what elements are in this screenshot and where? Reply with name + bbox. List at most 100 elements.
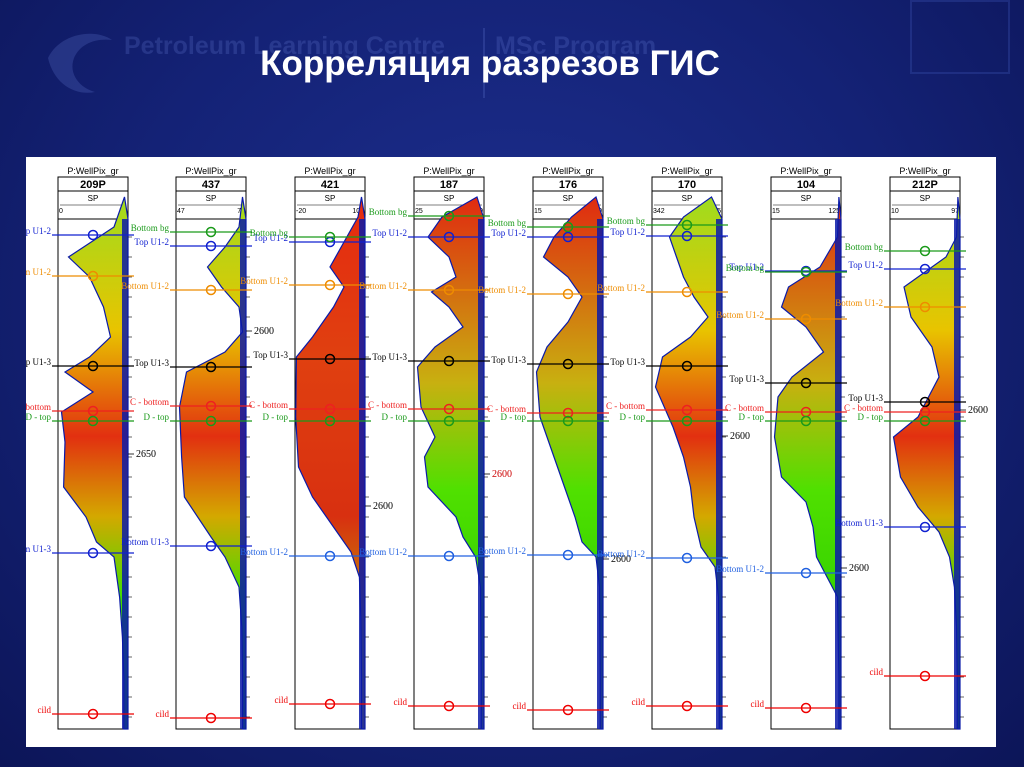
depth-label: 2600 [254,326,274,337]
marker-circle [681,415,693,427]
marker-bottom-bg: Bottom bg [369,207,490,222]
marker-label: cild [275,695,289,705]
well-name: 104 [797,179,816,191]
depth-label: 2600 [611,554,631,565]
marker-label: Bottom U1-2 [478,285,526,295]
marker-label: C - bottom [130,397,169,407]
marker-circle [205,400,217,412]
marker-cild: cild [38,705,134,720]
marker-label: C - bottom [487,404,526,414]
marker-circle [87,708,99,720]
marker-circle [681,700,693,712]
curve-name: SP [206,194,217,203]
marker-c-bottom: C - bottom [368,400,490,415]
well-header: P:WellPix_gr437SP4777 [175,166,247,220]
marker-circle [87,360,99,372]
scale-min: -20 [296,208,306,215]
well-header: P:WellPix_gr 421 SP -20 103 [294,166,366,220]
marker-bottom-u1-2-blue: Bottom U1-2 [359,547,490,562]
marker-bottom-bg: Bottom bg [607,216,728,231]
marker-circle [800,266,812,278]
well-header: P:WellPix_gr 104 SP 15 125 [770,166,842,220]
scale-max: 97 [951,208,959,215]
marker-d-top: D - top [382,412,490,427]
marker-circle [87,405,99,417]
scale-min: 47 [177,208,185,215]
log-baseline-strip [597,219,603,729]
marker-circle [324,698,336,710]
marker-label: Bottom U1-3 [121,537,169,547]
marker-label: Bottom U1-2 [716,564,764,574]
marker-label: Bottom bg [845,242,884,252]
curve-name: SP [563,194,574,203]
marker-label: Top U1-2 [848,260,883,270]
marker-circle [681,286,693,298]
marker-cild: cild [870,667,966,682]
marker-top-u1-3: Top U1-3 [729,374,847,389]
marker-circle [681,404,693,416]
marker-label: Top U1-3 [491,355,526,365]
well-header: P:WellPix_gr170SP342455 [651,166,723,220]
marker-label: Bottom U1-2 [597,283,645,293]
marker-label: D - top [263,412,289,422]
marker-label: cild [156,709,170,719]
marker-top-u1-2: Top U1-2 [491,228,609,243]
marker-label: Bottom U1-2 [240,547,288,557]
well-name: 176 [559,179,577,191]
well-header-box [175,176,247,220]
marker-circle [205,415,217,427]
marker-top-u1-3: Top U1-3 [134,358,252,373]
depth-label: 2650 [136,449,156,460]
logo-brand-text: Petroleum Learning Centre [124,32,445,60]
marker-circle [800,313,812,325]
well-name: 209P [80,179,106,191]
marker-d-top: D - top [620,412,728,427]
marker-bottom-bg: Bottom bg [845,242,966,257]
marker-d-top: D - top [858,412,966,427]
marker-c-bottom: C - bottom [487,404,609,419]
marker-bottom-bg: Bottom bg [250,228,371,243]
marker-label: D - top [620,412,646,422]
marker-circle [681,219,693,231]
marker-circle [919,245,931,257]
marker-circle [681,360,693,372]
marker-label: D - top [382,412,408,422]
well-source-label: P:WellPix_gr [542,166,593,176]
marker-label: Bottom U1-2 [26,267,51,277]
logo-program-text: MSc Program [495,32,657,60]
marker-circle [205,284,217,296]
marker-label: Top U1-3 [610,357,645,367]
marker-bottom-bg: Bottom bg [131,223,252,238]
marker-label: Top U1-2 [729,262,764,272]
marker-circle [87,415,99,427]
marker-bottom-u1-2-orange: Bottom U1-2 [478,285,609,300]
marker-label: Bottom U1-2 [716,310,764,320]
well-name: 437 [202,179,220,191]
marker-label: Bottom U1-2 [240,276,288,286]
marker-circle [324,550,336,562]
marker-circle [324,353,336,365]
marker-label: C - bottom [26,402,51,412]
marker-label: D - top [144,412,170,422]
well-track-212P: P:WellPix_gr 212P SP 10 97 2600 Bottom bg Top U… [835,166,988,730]
marker-circle [562,549,574,561]
marker-label: Bottom bg [726,263,765,273]
marker-label: cild [751,699,765,709]
marker-circle [87,229,99,241]
corner-watermark [910,0,1010,74]
marker-label: Bottom U1-3 [26,544,51,554]
marker-circle [562,358,574,370]
depth-label: 2600 [730,431,750,442]
log-baseline-strip [359,219,365,729]
marker-top-u1-3: Top U1-3 [848,393,966,408]
marker-bottom-u1-2-blue: Bottom U1-2 [478,546,609,561]
scale-max: 125 [828,208,840,215]
marker-label: Top U1-3 [253,350,288,360]
marker-circle [800,415,812,427]
marker-circle [681,230,693,242]
marker-circle [205,240,217,252]
well-source-label: P:WellPix_gr [67,166,118,176]
marker-label: cild [38,705,52,715]
well-track-170: P:WellPix_gr170SP342455 2600 Bottom bg Top … [597,166,750,730]
marker-label: Bottom U1-2 [835,298,883,308]
